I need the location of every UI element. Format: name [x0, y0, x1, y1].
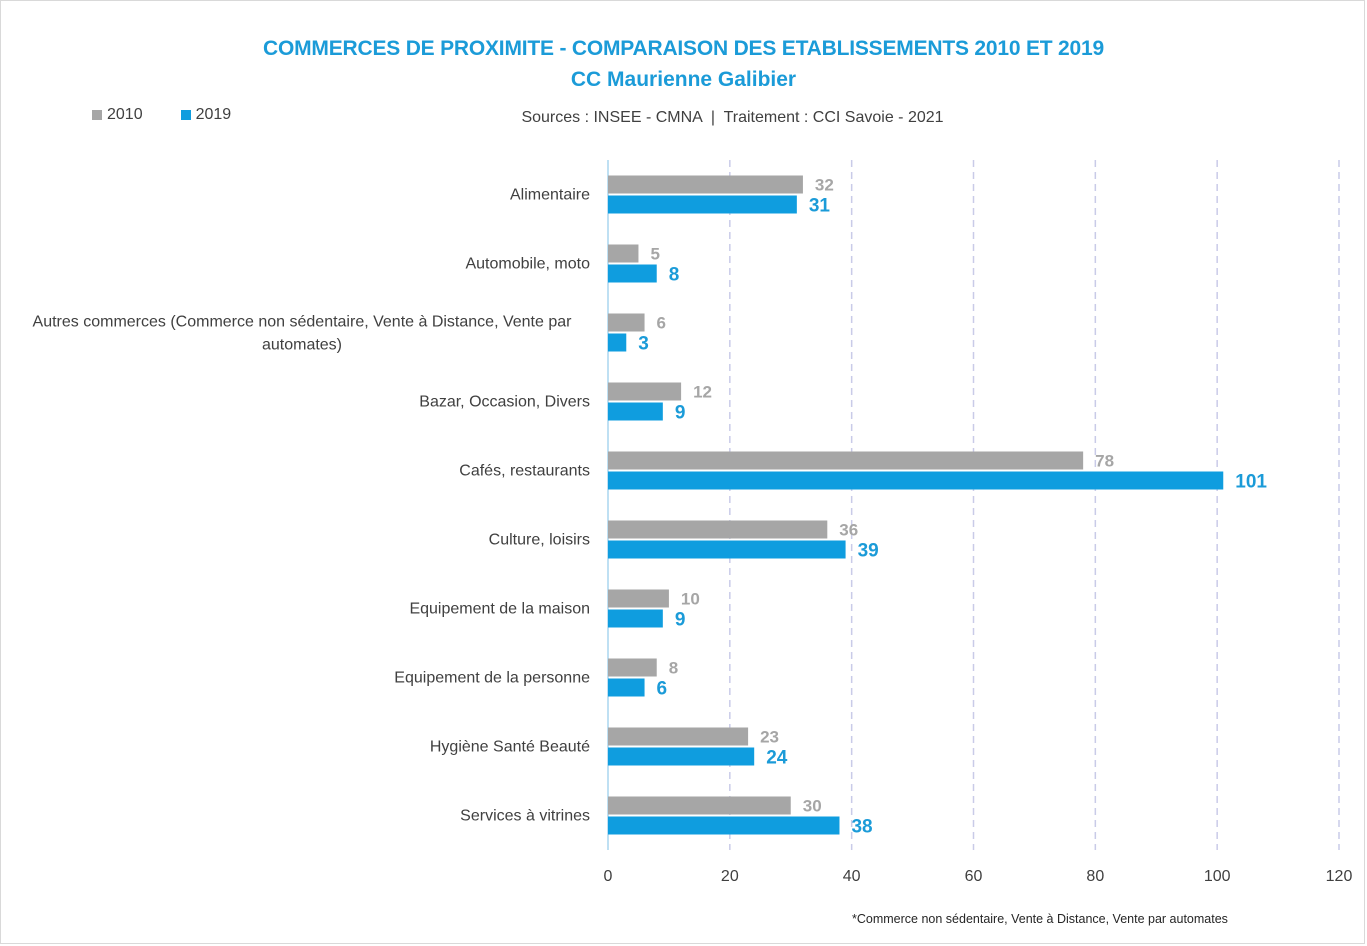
legend-swatch-2019 [180, 110, 191, 120]
x-tick-label-100: 100 [1204, 868, 1231, 885]
data-label-2019-8: 24 [766, 748, 788, 769]
data-label-2019-4: 101 [1235, 472, 1267, 493]
chart-title: COMMERCES DE PROXIMITE - COMPARAISON DES… [263, 37, 1104, 60]
category-label-4: Cafés, restaurants [459, 463, 590, 480]
category-label-0: Alimentaire [510, 187, 590, 204]
bar-2019-9 [608, 816, 840, 835]
x-tick-label-0: 0 [604, 868, 613, 885]
bar-2010-5 [608, 520, 828, 539]
category-label-7: Equipement de la personne [394, 670, 590, 687]
bar-2019-2 [608, 333, 627, 352]
bar-2019-6 [608, 609, 663, 628]
data-label-2019-5: 39 [858, 541, 879, 562]
x-tick-label-20: 20 [721, 868, 739, 885]
bar-2019-7 [608, 678, 645, 697]
bar-2010-6 [608, 589, 669, 608]
bar-2010-9 [608, 796, 791, 815]
data-label-2010-6: 10 [681, 590, 700, 609]
bar-2019-3 [608, 402, 663, 421]
x-tick-label-120: 120 [1326, 868, 1353, 885]
bar-2019-4 [608, 471, 1224, 490]
x-tick-label-80: 80 [1086, 868, 1104, 885]
data-label-2010-8: 23 [760, 728, 779, 747]
legend-item-2010: 2010 [92, 106, 143, 124]
chart-footnote: *Commerce non sédentaire, Vente à Distan… [852, 912, 1228, 926]
chart-source: Sources : INSEE - CMNA | Traitement : CC… [521, 109, 944, 126]
data-label-2010-2: 6 [657, 314, 666, 333]
x-tick-label-40: 40 [843, 868, 861, 885]
data-label-2019-3: 9 [675, 403, 686, 424]
data-label-2010-4: 78 [1095, 452, 1114, 471]
data-label-2010-3: 12 [693, 383, 712, 402]
category-label-3: Bazar, Occasion, Divers [419, 394, 590, 411]
bar-2019-1 [608, 264, 657, 283]
bar-2010-2 [608, 313, 645, 332]
bar-2010-0 [608, 175, 803, 194]
data-label-2019-2: 3 [638, 334, 649, 355]
category-label-8: Hygiène Santé Beauté [430, 739, 590, 756]
data-label-2010-0: 32 [815, 176, 834, 195]
chart-subtitle: CC Maurienne Galibier [570, 68, 797, 91]
legend-label-2019: 2019 [195, 106, 232, 123]
legend-swatch-2010 [92, 110, 102, 120]
bar-2019-5 [608, 540, 846, 559]
data-label-2010-7: 8 [669, 659, 678, 678]
bar-2010-8 [608, 727, 749, 746]
category-label-9: Services à vitrines [460, 808, 590, 825]
data-label-2010-9: 30 [803, 797, 822, 816]
x-tick-label-60: 60 [965, 868, 983, 885]
data-label-2010-1: 5 [650, 245, 659, 264]
data-label-2019-0: 31 [809, 196, 831, 217]
data-label-2019-9: 38 [851, 817, 872, 838]
category-label-5: Culture, loisirs [489, 532, 590, 549]
legend-item-2019: 2019 [180, 106, 232, 124]
legend-label-2010: 2010 [107, 106, 143, 123]
bar-2010-1 [608, 244, 639, 263]
bar-2010-3 [608, 382, 682, 401]
bar-2010-7 [608, 658, 657, 677]
data-label-2019-7: 6 [657, 679, 668, 700]
bar-2019-0 [608, 195, 797, 214]
category-label-1: Automobile, moto [465, 256, 590, 273]
data-label-2019-6: 9 [675, 610, 686, 631]
bar-2010-4 [608, 451, 1084, 470]
category-label-2: Autres commerces (Commerce non sédentair… [33, 314, 573, 354]
data-label-2010-5: 36 [839, 521, 858, 540]
bar-2019-8 [608, 747, 755, 766]
category-label-6: Equipement de la maison [409, 601, 590, 618]
legend: 2010 2019 [92, 106, 231, 124]
data-label-2019-1: 8 [669, 265, 680, 286]
